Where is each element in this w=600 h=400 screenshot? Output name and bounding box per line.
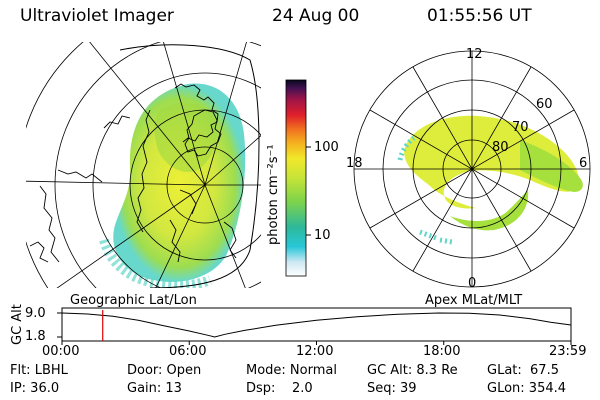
time-label: 01:55:56 UT (427, 6, 532, 26)
altitude-xtick-0600: 06:00 (169, 344, 207, 359)
altitude-xtick-1200: 12:00 (296, 344, 334, 359)
altitude-ylabel: GC Alt (10, 304, 25, 345)
info-dsp: Dsp: 2.0 (246, 381, 313, 396)
altitude-xtick-2359: 23:59 (549, 344, 587, 359)
instrument-title: Ultraviolet Imager (20, 6, 174, 26)
mlt-label-18: 18 (346, 156, 363, 171)
geographic-map-panel (26, 42, 261, 288)
mlt-label-0: 0 (468, 276, 477, 291)
altitude-x-ticks (61, 341, 572, 345)
mlat-label-80: 80 (492, 140, 509, 155)
polar-aurora-tail (450, 190, 529, 231)
geo-earth-limb (119, 44, 260, 288)
mlat-label-70: 70 (512, 120, 529, 135)
altitude-ymin: 1.8 (25, 329, 46, 344)
altitude-track-line (61, 312, 572, 338)
info-door: Door: Open (127, 363, 202, 378)
colorbar-unit-label: photon cm⁻²s⁻¹ (266, 144, 281, 245)
info-glat: GLat: 67.5 (487, 363, 559, 378)
altitude-ymax: 9.0 (25, 306, 46, 321)
mlat-label-60: 60 (536, 97, 553, 112)
polar-aurora-outer (520, 140, 583, 192)
mlt-label-6: 6 (579, 156, 588, 171)
mlt-label-12: 12 (466, 47, 483, 62)
geo-panel-label: Geographic Lat/Lon (70, 293, 197, 308)
polar-panel (353, 50, 591, 288)
altitude-plot-frame (61, 307, 572, 342)
altitude-xtick-0000: 00:00 (42, 344, 80, 359)
info-mode: Mode: Normal (246, 363, 337, 378)
polar-aurora-speckle (397, 135, 453, 245)
polar-panel-label: Apex MLat/MLT (425, 293, 523, 308)
polar-aurora-oval (404, 115, 580, 209)
info-ip: IP: 36.0 (10, 381, 60, 396)
info-seq: Seq: 39 (367, 381, 417, 396)
altitude-xtick-1800: 18:00 (423, 344, 461, 359)
info-glon: GLon: 354.4 (487, 381, 567, 396)
info-filter: Flt: LBHL (10, 363, 68, 378)
geo-dark-region (154, 102, 218, 172)
date-label: 24 Aug 00 (272, 6, 360, 26)
info-gain: Gain: 13 (127, 381, 182, 396)
geo-aurora-edge (99, 238, 212, 288)
colorbar-tick-100: 100 (314, 140, 339, 155)
colorbar (285, 79, 311, 277)
colorbar-tick-10: 10 (314, 228, 331, 243)
info-gc-alt: GC Alt: 8.3 Re (367, 363, 458, 378)
altitude-plot (57, 307, 572, 345)
geo-grid (26, 42, 261, 288)
